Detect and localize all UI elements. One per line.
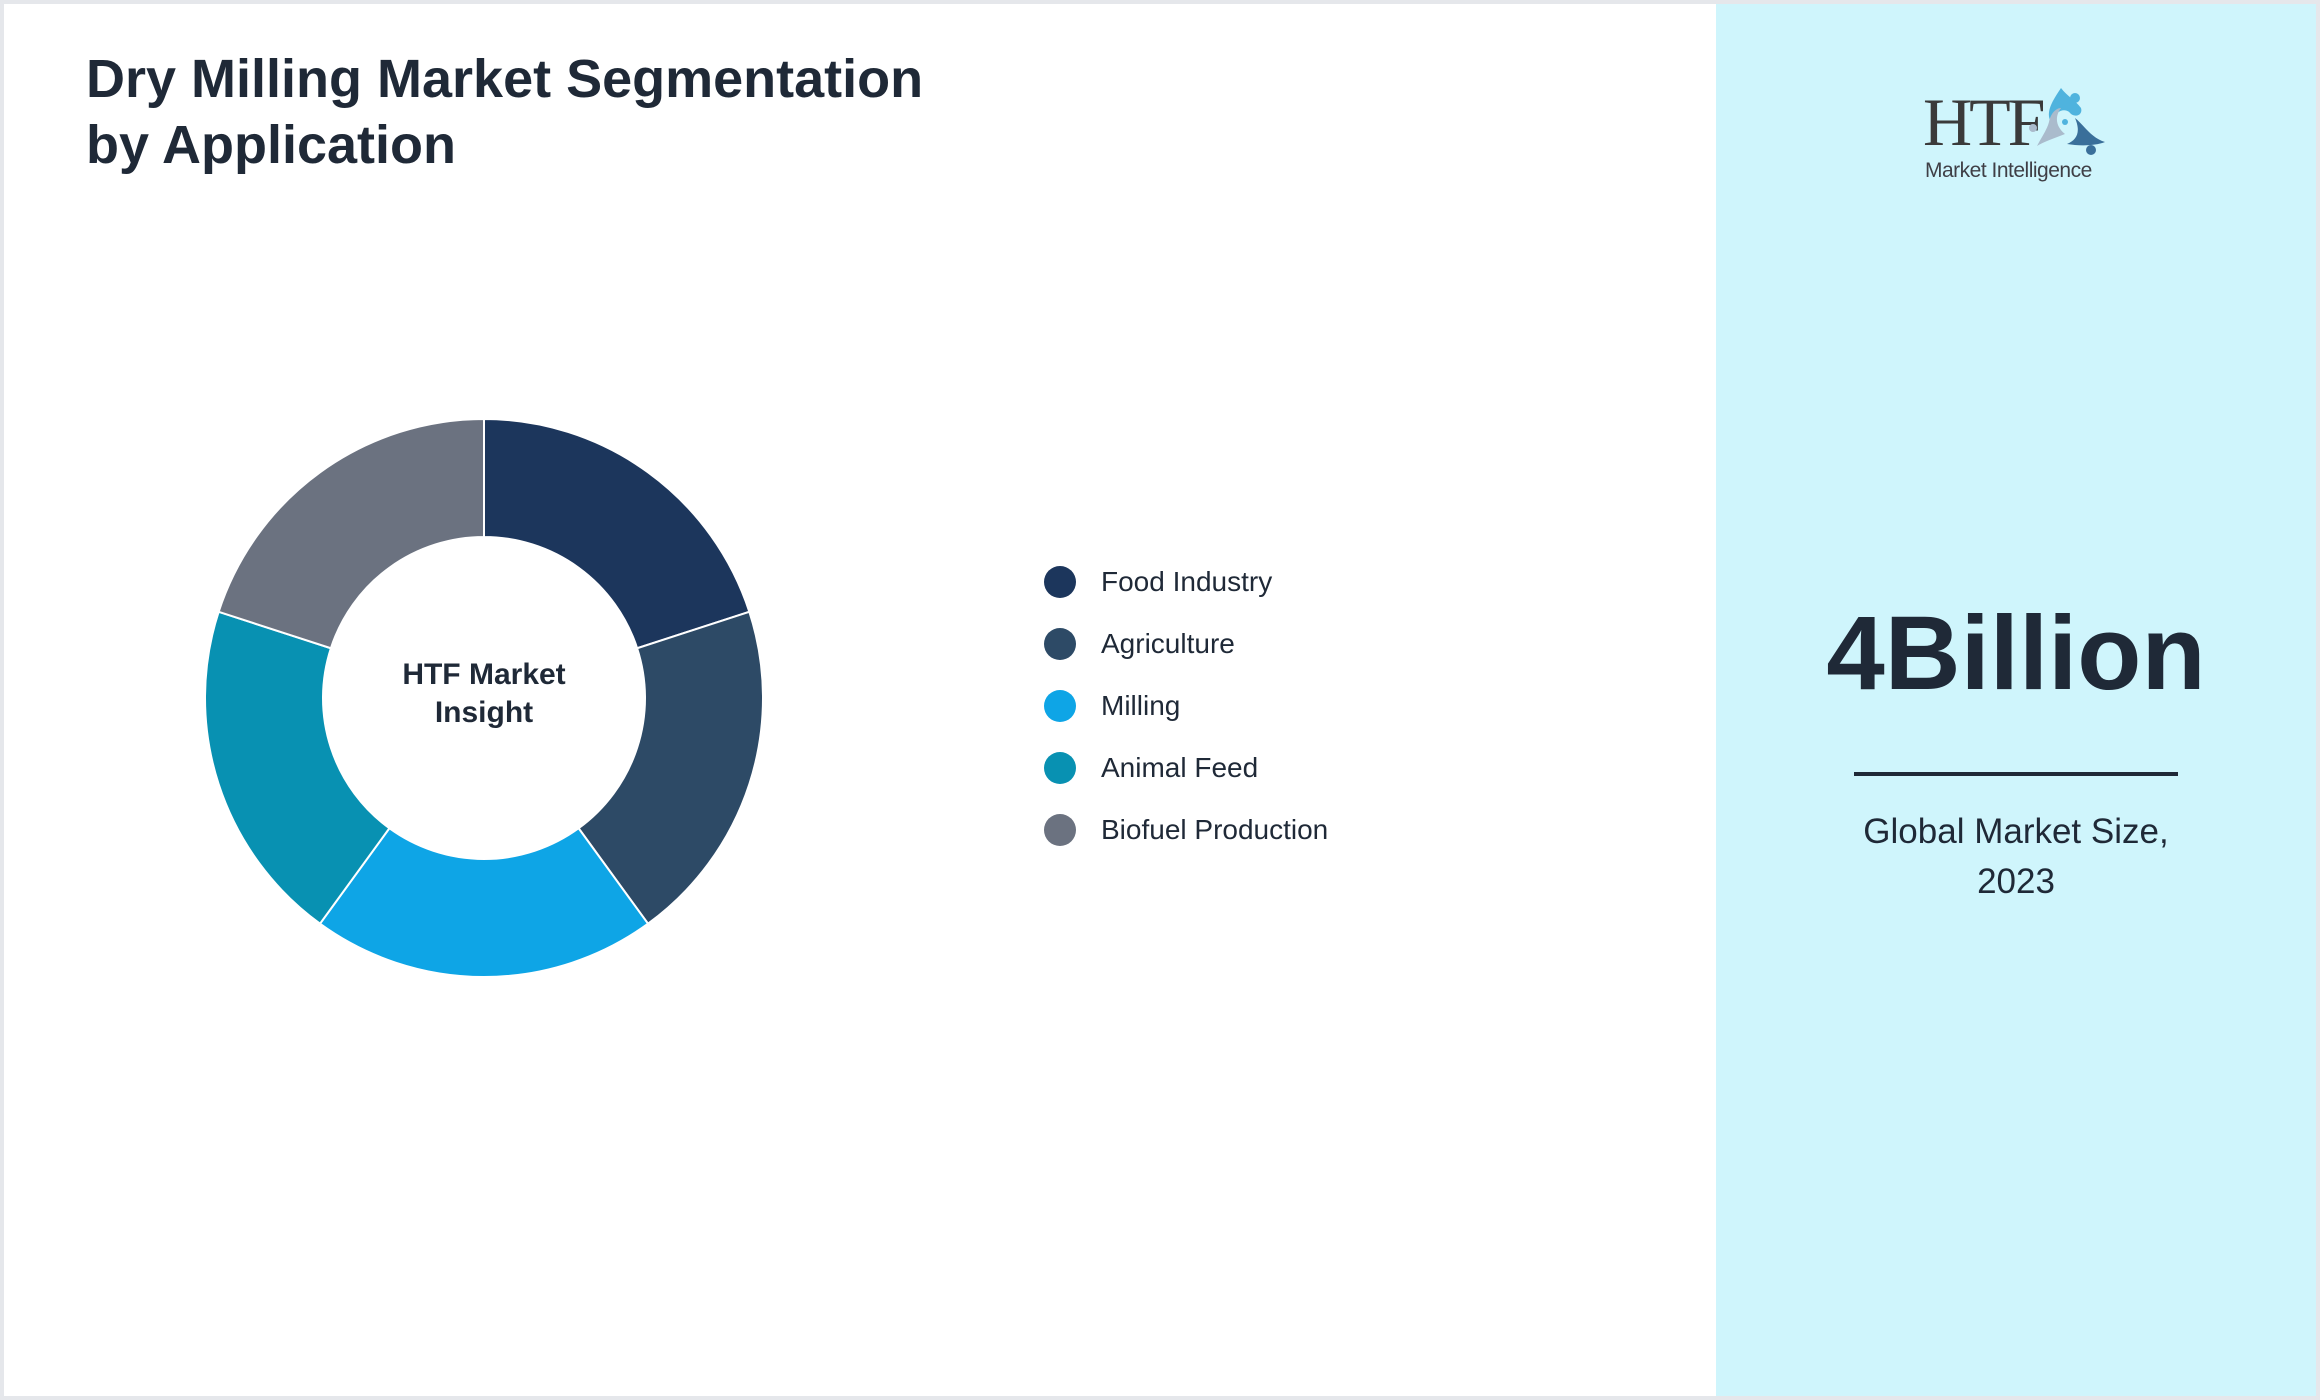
- legend-dot-icon: [1044, 814, 1076, 846]
- title-line-2: by Application: [86, 115, 457, 175]
- donut-center-line-1: HTF Market: [402, 658, 566, 691]
- donut-center-label: HTF Market Insight: [324, 656, 644, 732]
- legend-label: Milling: [1101, 690, 1181, 721]
- legend-item-milling[interactable]: Milling: [1044, 686, 1328, 726]
- donut-segment-agriculture[interactable]: [577, 610, 764, 926]
- legend-item-biofuel-production[interactable]: Biofuel Production: [1044, 810, 1328, 850]
- legend-label: Food Industry: [1101, 566, 1273, 597]
- chart-area: Dry Milling Market Segmentation by Appli…: [4, 4, 1716, 1396]
- legend-dot-icon: [1044, 566, 1076, 598]
- page-title: Dry Milling Market Segmentation by Appli…: [86, 46, 1186, 178]
- legend-label: Animal Feed: [1101, 752, 1259, 783]
- logo-tagline: Market Intelligence: [1925, 159, 2092, 182]
- htf-logo: HTF Market Intelligence: [1921, 82, 2121, 192]
- market-size-value: 4Billion: [1826, 595, 2206, 712]
- title-line-1: Dry Milling Market Segmentation: [86, 49, 924, 109]
- legend-dot-icon: [1044, 628, 1076, 660]
- market-size-caption: Global Market Size, 2023: [1716, 807, 2316, 907]
- market-size-panel: HTF Market Intelligence 4Billion Global …: [1716, 4, 2316, 1396]
- divider: [1854, 772, 2178, 776]
- people-circle-logo-icon: [2029, 88, 2105, 155]
- donut-segment-animal-feed[interactable]: [204, 610, 391, 926]
- legend-item-animal-feed[interactable]: Animal Feed: [1044, 748, 1328, 788]
- infographic-card: Dry Milling Market Segmentation by Appli…: [4, 4, 2316, 1396]
- donut-center-line-2: Insight: [434, 696, 534, 729]
- donut-chart: [204, 417, 764, 978]
- donut-segment-biofuel-production[interactable]: [217, 417, 485, 650]
- donut-segment-food-industry[interactable]: [483, 417, 751, 650]
- legend-label: Agriculture: [1101, 628, 1235, 659]
- caption-line-1: Global Market Size,: [1863, 812, 2169, 851]
- legend-dot-icon: [1044, 752, 1076, 784]
- legend-item-food-industry[interactable]: Food Industry: [1044, 562, 1328, 602]
- logo-wordmark: HTF: [1923, 84, 2045, 160]
- donut-segment-milling[interactable]: [318, 826, 650, 978]
- caption-line-2: 2023: [1977, 862, 2055, 901]
- legend-item-agriculture[interactable]: Agriculture: [1044, 624, 1328, 664]
- legend-dot-icon: [1044, 690, 1076, 722]
- legend-label: Biofuel Production: [1101, 814, 1329, 845]
- chart-legend: Food Industry Agriculture Milling Animal…: [1044, 562, 1328, 872]
